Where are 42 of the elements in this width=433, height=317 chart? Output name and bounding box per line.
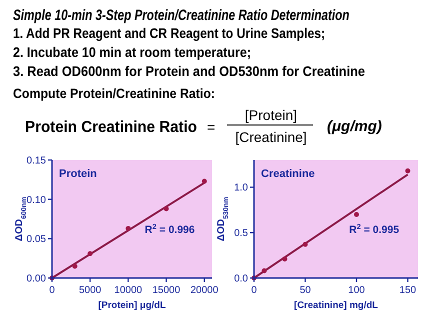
point	[164, 206, 169, 212]
x-tick-label: 0	[251, 285, 258, 296]
y-tick-label: 0.10	[26, 194, 46, 206]
x-tick-label: 50	[300, 285, 312, 296]
point	[202, 178, 207, 184]
x-tick-label: 100	[348, 285, 366, 296]
x-tick-label: 5000	[78, 285, 102, 296]
text: [Protein]	[244, 107, 298, 123]
x-tick-label: 10000	[114, 285, 143, 296]
x-axis-title: [Protein] μg/dL	[98, 300, 166, 311]
y-tick-label: 0.05	[26, 234, 46, 246]
y-tick-label: 0.5	[234, 228, 248, 240]
x-tick-label: 15000	[152, 285, 181, 296]
point	[262, 268, 267, 274]
text: Compute Protein/Creatinine Ratio:	[13, 86, 234, 101]
y-tick-label: 1.0	[234, 182, 248, 194]
text: [Creatinine]	[235, 129, 307, 145]
x-tick-label: 0	[49, 285, 56, 296]
text: Simple 10-min 3-Step Protein/Creatinine Ratio Determination	[13, 6, 350, 24]
annotation: R$^{2}$ = 0.996	[144, 222, 195, 236]
text: Protein	[59, 168, 98, 180]
x-tick-label: 20000	[190, 285, 219, 296]
text: 1. Add PR Reagent and CR Reagent to Urine Samples;	[13, 25, 373, 41]
text: 2. Incubate 10 min at room temperature;	[13, 44, 280, 60]
y-tick-label: 0.15	[26, 156, 46, 166]
x-tick-label: 150	[399, 285, 417, 296]
point	[88, 251, 93, 256]
point	[405, 168, 410, 174]
text: (μg/mg)	[327, 118, 382, 135]
text: Protein Creatinine Ratio	[25, 119, 208, 136]
text: =	[207, 119, 216, 135]
point	[72, 264, 78, 269]
x-axis-title: [Creatinine] mg/dL	[294, 300, 378, 311]
point	[282, 256, 288, 262]
point	[354, 212, 359, 217]
text: 3. Read OD600nm for Protein and OD530nm for Creatinine	[13, 63, 400, 79]
y-tick-label: 0.00	[26, 274, 46, 284]
point	[126, 226, 131, 231]
text: Creatinine	[261, 168, 315, 180]
annotation: R$^{2}$ = 0.995	[349, 222, 400, 236]
point	[302, 242, 308, 247]
y-tick-label: 0.0	[234, 274, 248, 284]
